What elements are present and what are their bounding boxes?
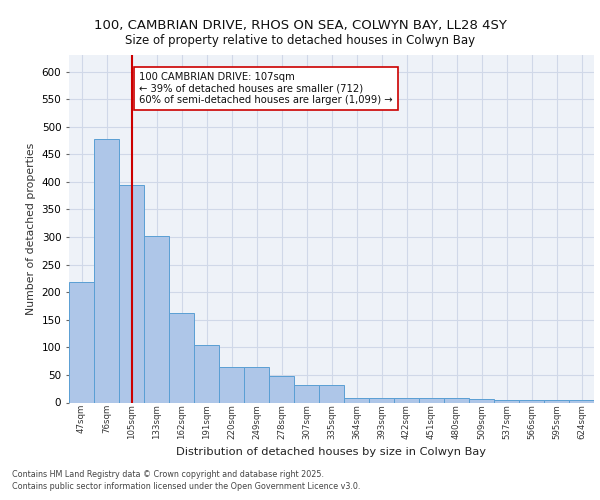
Text: 100, CAMBRIAN DRIVE, RHOS ON SEA, COLWYN BAY, LL28 4SY: 100, CAMBRIAN DRIVE, RHOS ON SEA, COLWYN… (94, 19, 506, 32)
Bar (369, 398, 394, 402)
Bar (344, 398, 369, 402)
Bar (494, 400, 519, 402)
Bar (569, 400, 594, 402)
Text: Contains public sector information licensed under the Open Government Licence v3: Contains public sector information licen… (12, 482, 361, 491)
Bar (219, 366, 244, 402)
Bar (119, 184, 144, 402)
Bar (169, 312, 194, 402)
Bar (294, 386, 319, 402)
Bar (144, 236, 169, 402)
Bar (94, 139, 119, 402)
Bar (469, 399, 494, 402)
Bar (194, 344, 219, 403)
Y-axis label: Number of detached properties: Number of detached properties (26, 142, 36, 315)
Bar (269, 376, 294, 402)
Bar (69, 282, 94, 403)
Text: 100 CAMBRIAN DRIVE: 107sqm
← 39% of detached houses are smaller (712)
60% of sem: 100 CAMBRIAN DRIVE: 107sqm ← 39% of deta… (139, 72, 392, 104)
Bar (419, 398, 444, 402)
Bar (244, 366, 269, 402)
Bar (444, 398, 469, 402)
Bar (394, 398, 419, 402)
Bar (319, 386, 344, 402)
Text: Size of property relative to detached houses in Colwyn Bay: Size of property relative to detached ho… (125, 34, 475, 47)
X-axis label: Distribution of detached houses by size in Colwyn Bay: Distribution of detached houses by size … (176, 447, 487, 457)
Bar (544, 400, 569, 402)
Text: Contains HM Land Registry data © Crown copyright and database right 2025.: Contains HM Land Registry data © Crown c… (12, 470, 324, 479)
Bar (519, 400, 544, 402)
